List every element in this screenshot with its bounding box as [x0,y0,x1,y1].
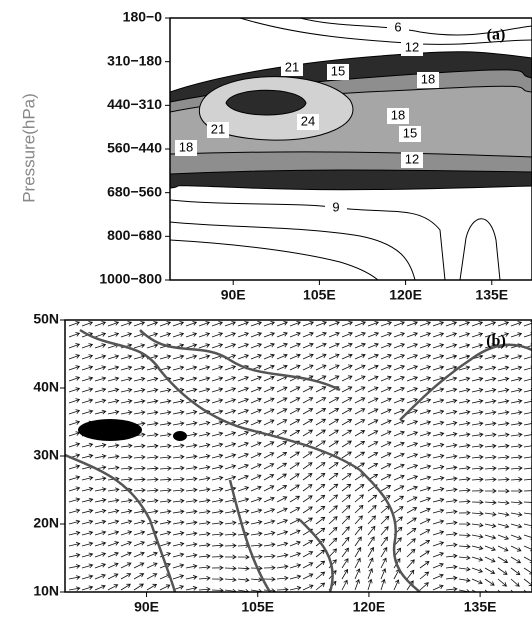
coastline [359,469,421,592]
contour-band [225,89,307,116]
contour-line [170,221,416,280]
contour-label: 15 [403,125,417,140]
panel-label: (b) [486,333,506,350]
y-tick-label: 30N [33,447,59,463]
wind-arrows [68,353,532,360]
panel-b: (b) 90E 105E 120E 135E 10N 20N 30N 40N 50N [33,311,532,615]
contour-label-bg [387,108,409,124]
y-axis-label: Pressure(hPa) [19,93,38,203]
wind-arrows [68,331,532,338]
contour-label-bg [401,40,423,56]
contour-label-bg [327,64,349,80]
contour-label-bg [325,200,347,216]
contour-label: 24 [301,113,315,128]
wind-arrows [68,483,532,494]
wind-arrows [68,557,532,576]
wind-arrows [68,321,532,327]
panel-a: 6 12 21 15 18 18 24 21 15 18 12 9 (a) 180−0 310−180 440… [19,9,532,303]
contour-label: 12 [405,151,419,166]
plot-frame [64,319,532,593]
wind-arrows [68,546,532,564]
y-tick-label: 680−560 [107,183,162,199]
wind-arrows [68,418,532,427]
wind-arrows [68,451,532,460]
y-tick-label: 800−680 [107,227,162,243]
wind-arrows [68,364,532,371]
wind-arrows [68,578,527,592]
wind-arrows [68,536,532,552]
coastline [65,453,177,592]
coastline [228,479,334,592]
y-tick-label: 310−180 [107,52,162,68]
coastline [139,329,341,392]
contour-label-bg [281,60,303,76]
contour-label: 18 [391,107,405,122]
wind-arrows [68,440,532,449]
x-tick-label: 120E [353,599,386,615]
contour-line [170,199,446,280]
contour-label: 12 [405,39,419,54]
wind-arrows [68,342,532,349]
terrain-blob [78,419,142,441]
y-tick-label: 560−440 [107,140,162,156]
wind-arrows [68,472,532,482]
contour-line [299,18,532,36]
y-tick-label: 1000−800 [99,271,162,287]
x-tick-label: 90E [221,287,246,303]
contour-label: 6 [394,19,401,34]
y-tick-label: 440−310 [107,96,162,112]
wind-arrows [68,375,532,382]
y-tick-label: 20N [33,515,59,531]
contour-label-bg [401,152,423,168]
contour-label-bg [297,114,319,130]
map-field [65,321,532,592]
y-tick-label: 180−0 [123,9,163,25]
contour-label: 18 [179,139,193,154]
coastline [79,328,361,472]
contour-label: 21 [211,121,225,136]
contour-label-bg [175,140,197,156]
wind-arrows [68,504,532,517]
x-tick-label: 135E [475,287,508,303]
x-tick-label: 90E [134,599,159,615]
x-tick-label: 105E [241,599,274,615]
contour-line [459,218,501,280]
contour-label: 15 [331,63,345,78]
wind-arrows [68,408,532,416]
contour-label: 9 [332,199,339,214]
panel-label: (a) [487,27,506,44]
x-tick-label: 135E [464,599,497,615]
contour-label-bg [417,72,439,88]
contour-label: 18 [421,71,435,86]
contour-label-bg [207,122,229,138]
wind-arrows [68,525,532,540]
contour-line [170,239,379,280]
y-tick-label: 10N [33,583,59,599]
contour-label-bg [399,126,421,142]
contour-label-bg [387,20,409,36]
terrain-blob [173,431,187,441]
coastline [399,343,532,421]
wind-arrows [68,462,532,471]
wind-arrows [68,386,532,393]
wind-arrows [68,397,532,404]
y-tick-label: 50N [33,311,59,327]
wind-arrows [68,567,532,587]
y-tick-label: 40N [33,379,59,395]
wind-arrows [68,515,532,529]
x-tick-label: 105E [303,287,336,303]
x-tick-label: 120E [389,287,422,303]
contour-label: 21 [285,59,299,74]
contour-field: 6 12 21 15 18 18 24 21 15 18 12 9 [170,18,532,280]
